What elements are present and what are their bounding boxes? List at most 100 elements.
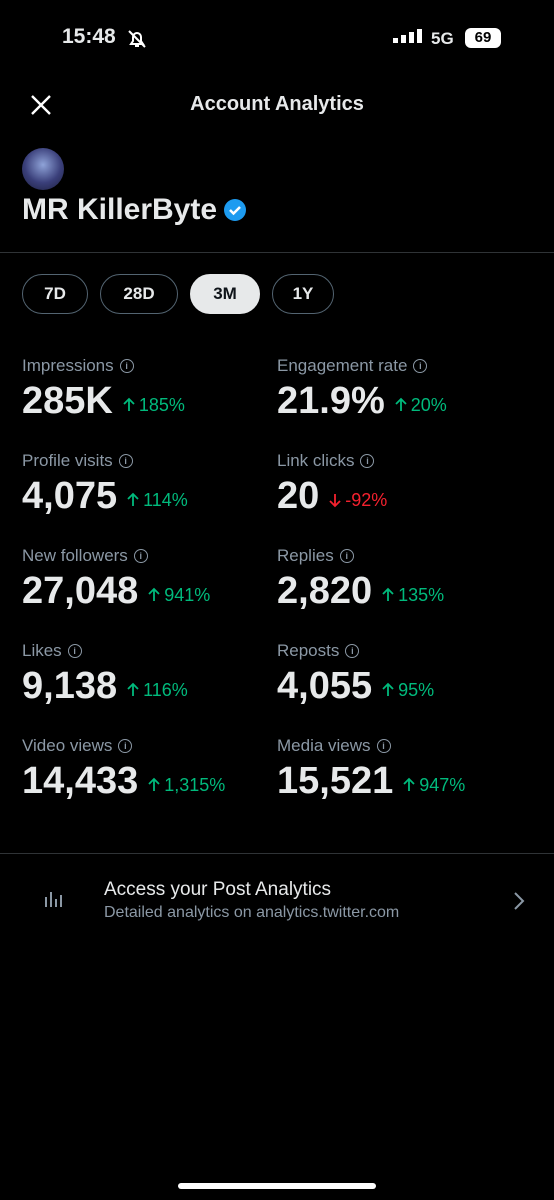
info-icon[interactable]: i — [360, 454, 375, 468]
metric-change-row: 1,315% — [148, 775, 225, 796]
trend-arrow — [127, 682, 139, 696]
info-icon[interactable]: i — [413, 359, 428, 373]
metric-value-row: 2,820 135% — [277, 570, 444, 613]
trend-arrow — [127, 492, 139, 506]
info-icon[interactable]: i — [118, 739, 133, 753]
metric-change-row: 114% — [127, 490, 188, 511]
profile-name: MR KillerByte — [22, 193, 218, 226]
metric-value: 4,055 — [277, 665, 373, 707]
metric-change: 114% — [143, 489, 188, 510]
metric-label-row: Impressions i — [22, 356, 134, 376]
network: 5G — [431, 29, 454, 48]
tab[interactable]: 3M — [190, 274, 260, 314]
metric-value-row: 285K 185% — [22, 380, 185, 423]
info-icon[interactable]: i — [67, 644, 82, 658]
info-icon[interactable]: i — [119, 359, 134, 373]
metric-change: 95% — [398, 679, 435, 700]
battery: 69 — [465, 28, 501, 48]
metric-label: Engagement rate — [277, 356, 408, 375]
tab[interactable]: 28D — [100, 274, 178, 314]
metric-label: Profile visits — [22, 451, 113, 470]
metric-label: Replies — [277, 546, 334, 565]
metric-label: Link clicks — [277, 451, 355, 470]
mute-icon — [128, 30, 146, 48]
metric-value-row: 15,521 947% — [277, 760, 465, 803]
verified-badge — [224, 199, 247, 221]
divider — [0, 252, 554, 253]
info-icon[interactable]: i — [133, 549, 148, 563]
metric-value: 2,820 — [277, 570, 373, 612]
metric-label-row: Link clicks i — [277, 451, 375, 471]
trend-arrow — [148, 587, 160, 601]
metric-value-row: 20 -92% — [277, 475, 387, 518]
metric-change: 941% — [164, 584, 211, 605]
metric-change-row: 95% — [382, 680, 434, 701]
metric-change: 947% — [419, 774, 466, 795]
metric-change: 20% — [410, 394, 447, 415]
metric-label-row: Profile visits i — [22, 451, 133, 471]
analytics-icon — [45, 892, 62, 907]
metric-change-row: 116% — [127, 680, 188, 701]
metric-value-row: 27,048 941% — [22, 570, 210, 613]
profile-name-row: MR KillerByte — [22, 193, 247, 227]
metric-value: 20 — [277, 475, 320, 517]
tab[interactable]: 7D — [22, 274, 88, 314]
trend-arrow — [403, 777, 415, 791]
metric-label: New followers — [22, 546, 128, 565]
metric-value-row: 9,138 116% — [22, 665, 188, 708]
trend-arrow — [382, 682, 394, 696]
metric-label-row: Engagement rate i — [277, 356, 428, 376]
metric-label-row: Video views i — [22, 736, 133, 756]
info-icon[interactable]: i — [118, 454, 133, 468]
metric-label-row: Likes i — [22, 641, 82, 661]
footer-subtitle: Detailed analytics on analytics.twitter.… — [104, 904, 400, 921]
metric-label-row: Reposts i — [277, 641, 360, 661]
metric-label: Likes — [22, 641, 62, 660]
metric-value: 21.9% — [277, 380, 385, 422]
metric-label: Video views — [22, 736, 113, 755]
metric-change: 1,315% — [164, 774, 226, 795]
metric-value: 285K — [22, 380, 113, 422]
trend-arrow — [329, 494, 341, 508]
divider — [0, 853, 554, 854]
trend-arrow — [395, 397, 407, 411]
tab[interactable]: 1Y — [272, 274, 334, 314]
header-title: Account Analytics — [190, 93, 364, 115]
metric-value: 14,433 — [22, 760, 139, 802]
footer-title[interactable]: Access your Post Analytics — [104, 879, 332, 900]
metric-label-row: Media views i — [277, 736, 391, 756]
metric-value-row: 4,075 114% — [22, 475, 188, 518]
trend-arrow — [148, 777, 160, 791]
metric-change-row: 135% — [382, 585, 444, 606]
metric-change: -92% — [345, 489, 388, 510]
metric-change: 135% — [398, 584, 445, 605]
info-icon[interactable]: i — [345, 644, 360, 658]
trend-arrow — [123, 397, 135, 411]
chevron[interactable] — [512, 891, 526, 911]
metric-change: 185% — [138, 394, 185, 415]
metric-label-row: New followers i — [22, 546, 148, 566]
metric-value-row: 21.9% 20% — [277, 380, 447, 423]
metric-label: Media views — [277, 736, 371, 755]
metric-value: 27,048 — [22, 570, 139, 612]
status-time: 15:48 — [62, 25, 116, 48]
metric-change-row: 20% — [395, 395, 447, 416]
metric-label: Reposts — [277, 641, 340, 660]
info-icon[interactable]: i — [376, 739, 391, 753]
metric-change-row: 185% — [123, 395, 185, 416]
metric-value: 4,075 — [22, 475, 118, 517]
metric-value-row: 4,055 95% — [277, 665, 434, 708]
metric-change-row: 947% — [403, 775, 465, 796]
info-icon[interactable]: i — [339, 549, 354, 563]
close-button[interactable] — [30, 94, 52, 116]
home-indicator — [178, 1183, 376, 1189]
metric-change-row: 941% — [148, 585, 210, 606]
metric-value: 15,521 — [277, 760, 394, 802]
avatar[interactable] — [22, 148, 64, 190]
metric-change: 116% — [143, 679, 188, 700]
metric-value-row: 14,433 1,315% — [22, 760, 225, 803]
trend-arrow — [382, 587, 394, 601]
signal-icon — [393, 29, 422, 43]
metric-value: 9,138 — [22, 665, 118, 707]
